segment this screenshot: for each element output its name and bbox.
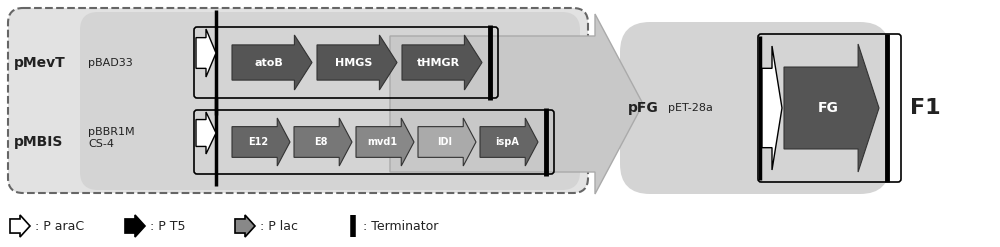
Text: : Terminator: : Terminator [363,220,438,232]
Text: pMevT: pMevT [14,56,66,69]
FancyBboxPatch shape [620,22,890,194]
Text: : P T5: : P T5 [150,220,186,232]
Text: pBBR1M
CS-4: pBBR1M CS-4 [88,127,135,149]
Polygon shape [232,118,290,166]
Polygon shape [294,118,352,166]
Polygon shape [235,215,255,237]
Polygon shape [10,215,30,237]
Text: E12: E12 [249,137,269,147]
Polygon shape [390,14,643,194]
Text: pFG: pFG [628,101,659,115]
Text: HMGS: HMGS [335,58,372,67]
Polygon shape [418,118,476,166]
Polygon shape [125,215,145,237]
Polygon shape [196,29,216,77]
Polygon shape [232,35,312,90]
Polygon shape [356,118,414,166]
Text: E8: E8 [314,137,327,147]
Polygon shape [317,35,397,90]
Text: IDI: IDI [437,137,452,147]
Text: FG: FG [817,101,838,115]
Polygon shape [196,112,216,154]
Text: F1: F1 [910,98,941,118]
Text: ispA: ispA [495,137,519,147]
Text: pET-28a: pET-28a [668,103,713,113]
Text: pBAD33: pBAD33 [88,58,133,67]
Polygon shape [402,35,482,90]
Text: : P araC: : P araC [35,220,84,232]
Text: : P lac: : P lac [260,220,298,232]
Text: mvd1: mvd1 [368,137,398,147]
Polygon shape [480,118,538,166]
Text: pMBIS: pMBIS [14,135,63,149]
Text: atoB: atoB [254,58,283,67]
Text: tHMGR: tHMGR [417,58,460,67]
Polygon shape [762,46,782,170]
Polygon shape [784,44,879,172]
FancyBboxPatch shape [8,8,588,193]
FancyBboxPatch shape [80,12,580,190]
